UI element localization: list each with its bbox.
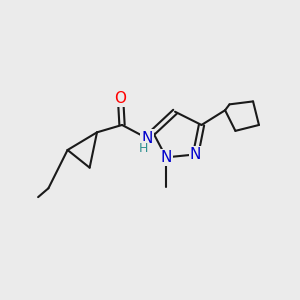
Text: O: O [115, 91, 127, 106]
Text: N: N [190, 147, 201, 162]
Text: N: N [160, 150, 172, 165]
Text: H: H [139, 142, 148, 155]
Text: N: N [141, 131, 153, 146]
